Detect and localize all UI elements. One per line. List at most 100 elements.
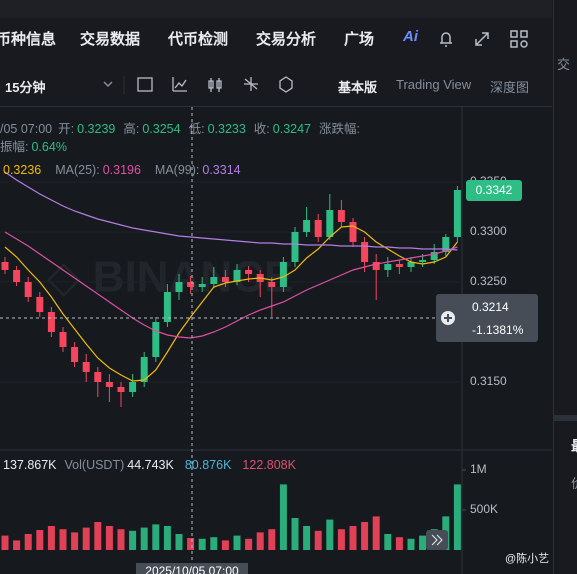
candle-body [36,297,44,312]
candle-body [419,260,427,262]
candle-body [59,332,67,347]
mode-tab[interactable]: Trading View [396,77,472,92]
candle-body [407,262,415,267]
amp-value: 0.64% [31,140,67,154]
candle-body [349,222,357,242]
ma-value: 0.3196 [102,163,141,177]
volume-bar [453,484,461,550]
y-tick-label: 0.3150 [470,374,507,388]
volume-bar [407,538,415,550]
volume-bar [337,529,345,550]
candle-body [117,387,125,392]
candle-body [233,270,241,282]
candle-body [198,284,206,287]
candle-body [13,270,21,282]
top-bar [0,0,552,18]
ma-value: 0.3236 [3,163,42,177]
side-text: 交 [557,57,571,72]
last-price: 0.3342 [476,183,513,197]
candle-body [361,242,369,262]
v-tick-label: 1M [470,462,487,476]
candle-body [1,262,9,270]
volume-bar [210,537,218,550]
expand-icon[interactable] [475,32,489,46]
ohlc-label: 开: [58,122,75,136]
amp-label: 振幅: [0,140,29,154]
mode-tab[interactable]: 基本版 [338,80,378,95]
volume-bar [117,529,125,550]
candle-body [105,382,113,387]
ohlc-label: 低: [188,122,205,136]
tab[interactable]: 交易分析 [256,31,317,48]
ma-label: MA(99): [154,163,200,177]
side-text: 最 [571,436,577,456]
volume-bar [24,534,32,550]
ma-line [4,231,458,339]
ohlc-value: 0.3233 [207,122,246,136]
candle-body [129,382,137,392]
candle-body [163,292,171,322]
change-label: 涨跌幅: [319,122,360,136]
volume-bar [303,526,311,550]
candle-body [326,210,334,237]
candle-body [453,190,461,237]
volume-bar [59,529,67,550]
side-gap [554,415,577,421]
volume-bar [384,534,392,550]
volume-bar [245,538,253,550]
hex-icon[interactable] [279,76,293,93]
volume-bar [82,527,90,550]
candle-body [71,347,79,362]
side-text: 价 [571,473,577,492]
side-panel: 交 最 价 [553,0,577,574]
ohlc-label: 高: [123,122,140,136]
tab[interactable]: 交易数据 [80,31,141,48]
candle-body [245,270,253,274]
grid-icon[interactable] [510,30,528,48]
v-tick-label: 500K [470,502,498,516]
indicator-icon[interactable] [137,77,153,92]
divider [0,106,552,107]
crosshair-badge [436,294,538,342]
ohlc-value: 0.3247 [272,122,312,136]
interval[interactable]: 15分钟 [5,80,46,95]
volume-bar [105,526,113,550]
toolbar-icons [103,76,293,94]
dropdown-arrow[interactable] [103,81,113,88]
ai-button[interactable]: Ai [403,28,418,45]
volume-bar [314,530,322,550]
volume-bar [163,526,171,550]
ohlc-value: 0.3239 [77,122,116,136]
candle-body [279,262,287,287]
candle-body [152,322,160,357]
volume-bar [198,538,206,550]
volume-bar [291,518,299,550]
tab[interactable]: 广场 [344,31,375,48]
volume-bar [395,537,403,550]
volume-bar [256,532,264,550]
scroll-arrow [431,534,443,546]
mode-tab[interactable]: 深度图 [490,80,530,95]
chart-icon[interactable] [172,77,187,92]
bell-icon[interactable] [440,32,452,47]
volume-bar [279,484,287,550]
volume-bar [221,540,229,550]
candle-icon[interactable] [208,78,222,92]
ma-label: MA(25): [55,163,100,177]
volume-bar [13,540,21,550]
candle-body [187,282,195,287]
candle-body [395,264,403,267]
volume-bar [152,524,160,550]
nav-icons [440,30,528,48]
candle-body [337,210,345,222]
candle-body [303,220,311,232]
candle-body [372,262,380,270]
ma-value: 0.3314 [202,163,241,177]
ohlc-value: 0.3254 [142,122,181,136]
settings-icon[interactable] [244,77,258,91]
tab[interactable]: 币种信息 [0,31,57,48]
candle-body [430,252,438,260]
tab[interactable]: 代币检测 [168,31,229,48]
volume-bar [349,526,357,550]
